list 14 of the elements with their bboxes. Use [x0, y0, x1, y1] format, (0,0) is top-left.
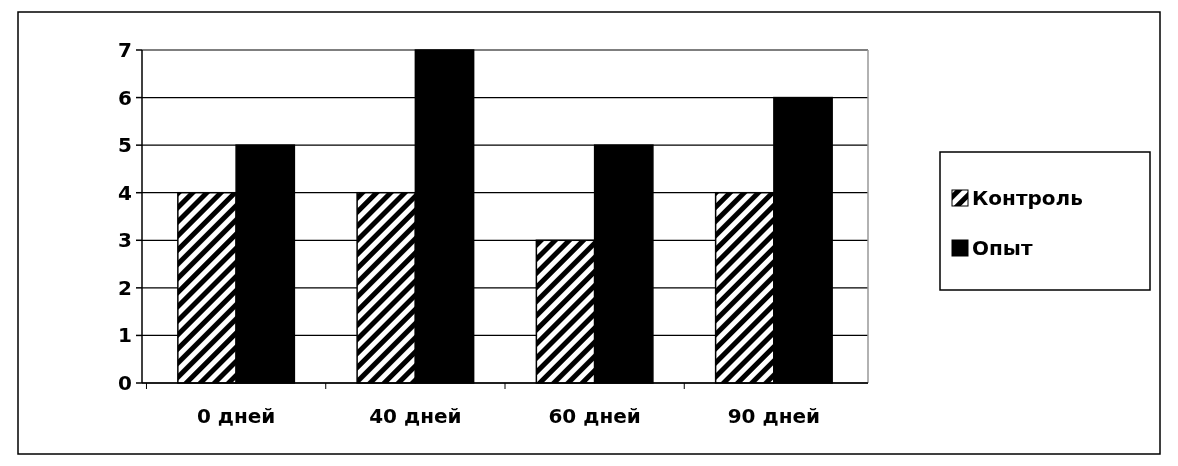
legend-label: Опыт — [972, 236, 1033, 260]
y-tick-label: 0 — [118, 371, 132, 395]
legend-label: Контроль — [972, 186, 1083, 210]
y-tick-label: 7 — [118, 38, 132, 62]
y-tick-label: 2 — [118, 275, 132, 300]
y-tick-label: 4 — [118, 180, 132, 205]
x-tick-label: 90 дней — [727, 404, 821, 428]
y-tick-label: 5 — [118, 133, 132, 158]
y-tick-label: 6 — [118, 85, 132, 110]
x-tick-label: 40 дней — [369, 404, 462, 428]
x-tick-label: 60 дней — [548, 404, 641, 428]
x-tick-label: 0 дней — [196, 404, 276, 428]
y-tick-label: 3 — [118, 228, 132, 253]
y-tick-label: 1 — [118, 323, 132, 348]
